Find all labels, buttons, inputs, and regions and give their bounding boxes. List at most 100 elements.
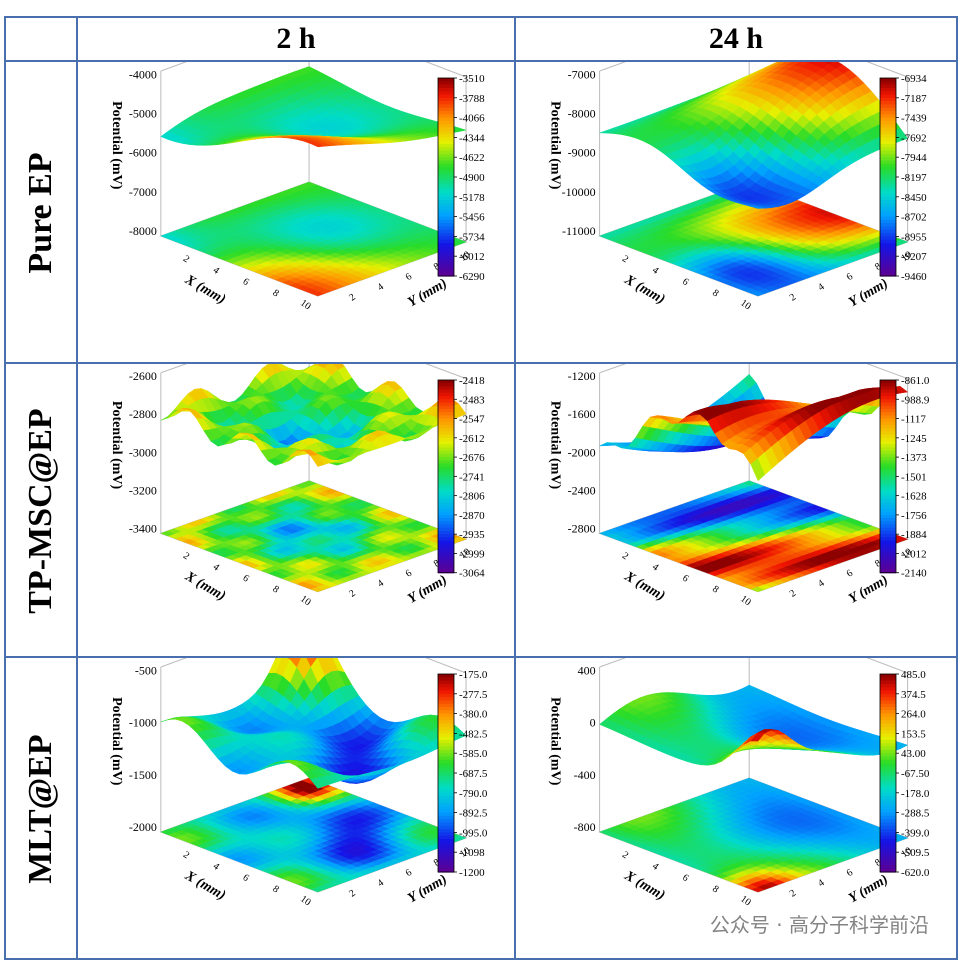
z-tick-label: -2600 bbox=[129, 369, 157, 383]
y-tick-label: 4 bbox=[375, 281, 385, 293]
z-tick-label: -2000 bbox=[568, 445, 596, 459]
colorbar-segment bbox=[880, 457, 896, 461]
colorbar-segment bbox=[438, 437, 454, 442]
colorbar-segment bbox=[438, 233, 454, 237]
z-tick-label: -11000 bbox=[562, 224, 596, 238]
colorbar-segment bbox=[880, 434, 896, 439]
colorbar-segment bbox=[438, 91, 454, 96]
colorbar-segment bbox=[438, 147, 454, 152]
x-tick-label: 8 bbox=[270, 584, 280, 596]
colorbar-tick-label: -2806 bbox=[459, 491, 485, 503]
chart-cell: -1200 -1600 -2000 -2400 -2800 Potential (mV) 2… bbox=[514, 319, 958, 658]
colorbar-segment bbox=[880, 479, 896, 484]
colorbar-segment bbox=[438, 157, 454, 162]
colorbar-segment bbox=[438, 566, 454, 571]
colorbar-segment bbox=[880, 514, 896, 519]
colorbar-segment bbox=[438, 482, 454, 487]
colorbar-segment bbox=[438, 457, 454, 461]
colorbar-segment bbox=[880, 87, 896, 92]
colorbar-segment bbox=[880, 124, 896, 129]
colorbar-tick-label: -2547 bbox=[459, 414, 485, 426]
colorbar-segment bbox=[438, 239, 454, 244]
z-axis-label: Potential (mV) bbox=[548, 101, 563, 190]
potential-surface bbox=[160, 66, 467, 148]
colorbar-segment bbox=[438, 87, 454, 92]
colorbar-segment bbox=[880, 527, 896, 532]
colorbar-segment bbox=[880, 177, 896, 181]
colorbar-tick-label: -6934 bbox=[901, 73, 927, 85]
x-tick-label: 6 bbox=[241, 276, 251, 288]
colorbar-segment bbox=[438, 216, 454, 221]
colorbar-segment bbox=[438, 511, 454, 516]
colorbar-segment bbox=[880, 569, 896, 574]
y-tick-label: 2 bbox=[788, 588, 798, 600]
colorbar-segment bbox=[880, 415, 896, 420]
colorbar-segment bbox=[880, 163, 896, 168]
colorbar-segment bbox=[438, 389, 454, 394]
colorbar-segment bbox=[438, 266, 454, 270]
colorbar-segment bbox=[880, 252, 896, 257]
z-tick-label: -4000 bbox=[129, 67, 157, 81]
colorbar-segment bbox=[880, 485, 896, 490]
colorbar-segment bbox=[438, 101, 454, 105]
y-tick-label: 4 bbox=[816, 281, 826, 293]
y-tick-label: 2 bbox=[788, 292, 798, 304]
colorbar-tick-label: -8450 bbox=[901, 192, 927, 204]
colorbar-segment bbox=[880, 104, 896, 109]
colorbar-segment bbox=[880, 428, 896, 432]
x-tick-label: 2 bbox=[620, 253, 630, 265]
colorbar-segment bbox=[880, 408, 896, 413]
colorbar-segment bbox=[880, 444, 896, 449]
colorbar-segment bbox=[438, 495, 454, 500]
x-axis-label: X (mm) bbox=[621, 272, 667, 307]
colorbar-tick-label: -1628 bbox=[901, 491, 927, 503]
surface-cell bbox=[750, 206, 765, 209]
colorbar-segment bbox=[880, 421, 896, 426]
colorbar-segment bbox=[880, 476, 896, 481]
y-tick-label: 4 bbox=[816, 578, 826, 590]
row-header-pure-ep: Pure EP bbox=[4, 60, 78, 364]
colorbar-segment bbox=[438, 418, 454, 423]
colorbar-segment bbox=[438, 469, 454, 474]
y-tick-label: 6 bbox=[845, 271, 855, 283]
colorbar-segment bbox=[880, 137, 896, 142]
x-tick-label: 2 bbox=[181, 253, 191, 265]
colorbar-tick-label: -1884 bbox=[901, 529, 927, 541]
colorbar-segment bbox=[880, 272, 896, 277]
colorbar-segment bbox=[438, 94, 454, 99]
x-tick-label: 6 bbox=[680, 573, 690, 585]
colorbar-segment bbox=[438, 170, 454, 175]
colorbar-segment bbox=[880, 540, 896, 545]
colorbar-segment bbox=[438, 104, 454, 109]
floor-contour-map bbox=[160, 480, 467, 592]
floor-contour-map bbox=[160, 181, 467, 297]
colorbar-segment bbox=[880, 502, 896, 506]
colorbar-segment bbox=[438, 124, 454, 129]
colorbar-segment bbox=[880, 114, 896, 119]
colorbar-tick-label: -2676 bbox=[459, 452, 485, 464]
colorbar-segment bbox=[438, 130, 454, 135]
x-tick-label: 8 bbox=[270, 288, 280, 300]
colorbar-segment bbox=[880, 463, 896, 468]
colorbar-segment bbox=[438, 402, 454, 407]
colorbar-segment bbox=[438, 107, 454, 112]
colorbar-segment bbox=[880, 147, 896, 152]
chart-cell: -500 -1000 -1500 -2000 Potential (mV) 2 4 6 8 10 X… bbox=[76, 612, 516, 960]
colorbar-segment bbox=[438, 569, 454, 574]
colorbar-segment bbox=[880, 460, 896, 465]
colorbar-segment bbox=[880, 473, 896, 477]
colorbar-segment bbox=[438, 556, 454, 561]
colorbar-segment bbox=[880, 219, 896, 224]
z-tick-label: -6000 bbox=[129, 146, 157, 160]
floor-contour-map bbox=[599, 181, 909, 297]
colorbar-segment bbox=[880, 81, 896, 86]
colorbar-tick-label: -1373 bbox=[901, 452, 927, 464]
colorbar-tick-label: -2012 bbox=[901, 548, 927, 560]
colorbar: -2418-2483-2547-2612-2676-2741-2806-2870… bbox=[437, 375, 485, 580]
colorbar-segment bbox=[438, 530, 454, 535]
x-axis-label: X (mm) bbox=[182, 272, 228, 307]
axis-line bbox=[599, 319, 908, 380]
colorbar-segment bbox=[438, 473, 454, 477]
